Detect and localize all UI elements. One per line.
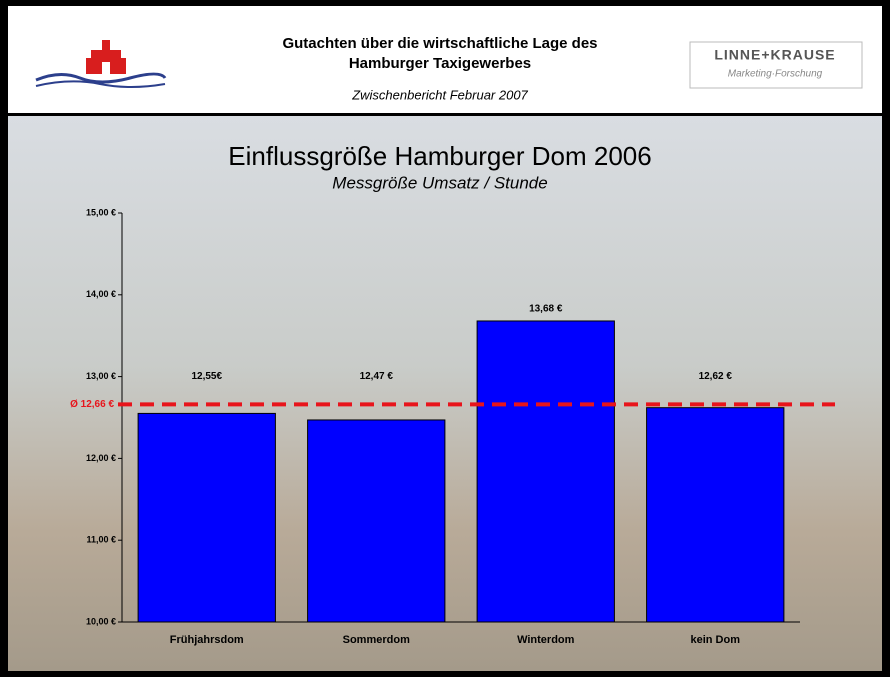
y-tick-label: 11,00 €: [86, 535, 116, 545]
bar: [477, 321, 614, 622]
header-title: Hamburger Taxigewerbes: [349, 55, 531, 72]
x-tick-label: Sommerdom: [343, 634, 410, 646]
x-tick-label: kein Dom: [690, 634, 740, 646]
y-tick-label: 14,00 €: [86, 289, 116, 299]
y-tick-label: 12,00 €: [86, 453, 116, 463]
reference-label: Ø 12,66 €: [70, 399, 114, 410]
page: Gutachten über die wirtschaftliche Lage …: [0, 0, 890, 682]
y-tick-label: 13,00 €: [86, 371, 116, 381]
y-tick-label: 10,00 €: [86, 616, 116, 626]
header-subtitle: Zwischenbericht Februar 2007: [351, 87, 528, 102]
data-label: 12,62 €: [699, 371, 733, 382]
y-tick-label: 15,00 €: [86, 207, 116, 217]
x-tick-label: Frühjahrsdom: [170, 634, 244, 646]
slide: Gutachten über die wirtschaftliche Lage …: [0, 0, 890, 677]
data-label: 13,68 €: [529, 304, 563, 315]
header-title: Gutachten über die wirtschaftliche Lage …: [282, 35, 597, 52]
bar: [138, 413, 275, 622]
bar: [647, 408, 784, 622]
lk-logo-name: LINNE+KRAUSE: [714, 47, 835, 63]
data-label: 12,55€: [191, 371, 222, 382]
lk-logo-tagline: Marketing·Forschung: [728, 69, 823, 80]
chart-subtitle: Messgröße Umsatz / Stunde: [332, 173, 547, 192]
data-label: 12,47 €: [360, 371, 394, 382]
bar: [308, 420, 445, 622]
x-tick-label: Winterdom: [517, 634, 575, 646]
chart-title: Einflussgröße Hamburger Dom 2006: [228, 141, 651, 171]
